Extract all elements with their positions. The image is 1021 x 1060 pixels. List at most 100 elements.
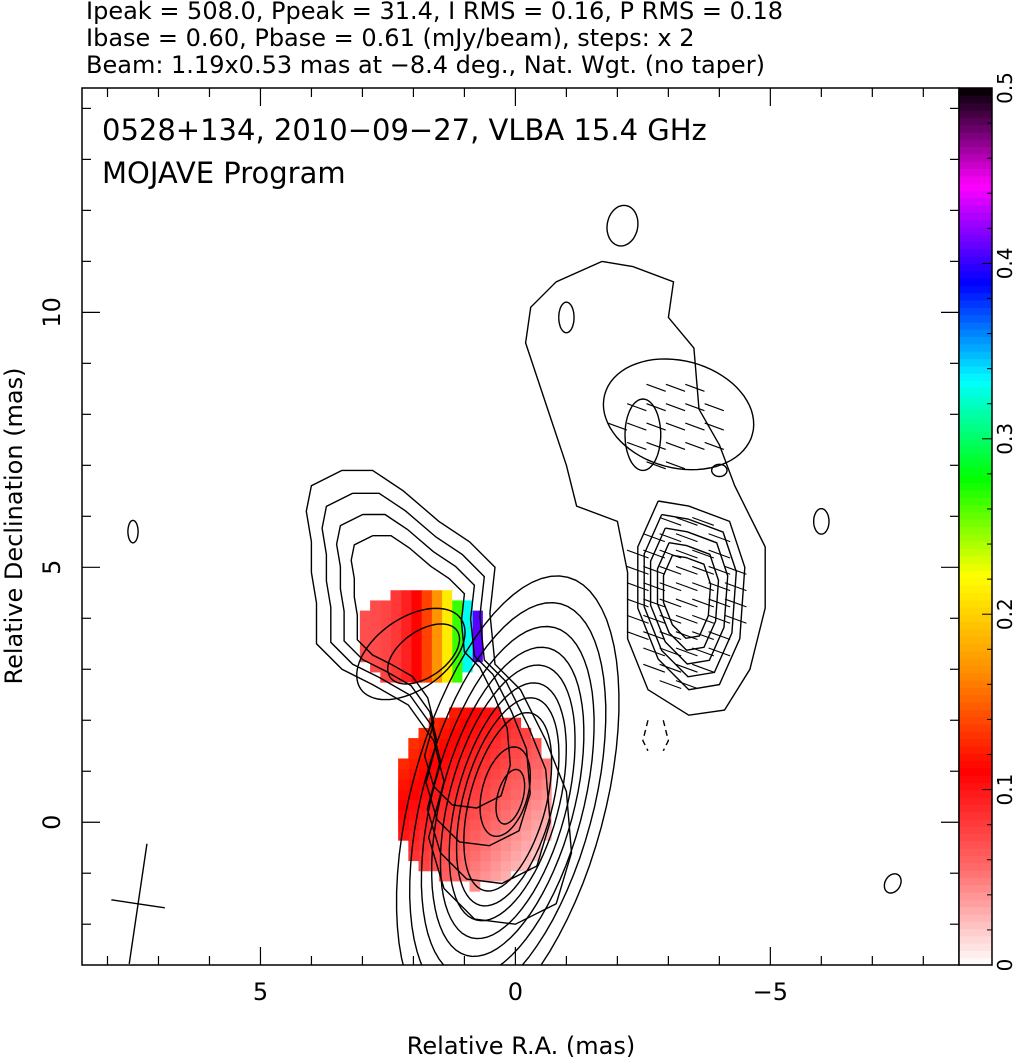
colorbar-swatch bbox=[959, 862, 992, 871]
colorbar-swatch bbox=[959, 891, 992, 900]
pol-pixel bbox=[421, 641, 432, 653]
pol-pixel bbox=[410, 661, 422, 673]
colorbar-swatch bbox=[959, 219, 992, 228]
pol-pixel bbox=[459, 758, 471, 770]
evpa-vector bbox=[659, 565, 682, 575]
evpa-vector bbox=[692, 582, 715, 592]
pol-pixel bbox=[380, 610, 392, 622]
evpa-vector bbox=[675, 582, 698, 592]
total-intensity-contours bbox=[127, 204, 902, 965]
y-tick-label-0: 0 bbox=[38, 815, 66, 830]
evpa-vector bbox=[643, 582, 666, 592]
pol-pixel bbox=[418, 768, 430, 780]
pol-pixel bbox=[489, 829, 501, 841]
colorbar-swatch bbox=[959, 840, 992, 849]
pol-pixel bbox=[510, 789, 522, 800]
colorbar-swatch bbox=[959, 555, 992, 564]
evpa-vector bbox=[675, 631, 698, 641]
small-contour bbox=[127, 519, 139, 544]
pol-pixel bbox=[472, 641, 483, 653]
colorbar-swatch bbox=[959, 511, 992, 520]
evpa-vector bbox=[675, 516, 698, 526]
core-contour bbox=[395, 575, 620, 965]
pol-pixel bbox=[428, 819, 440, 831]
pol-pixel bbox=[530, 829, 542, 841]
colorbar-swatch bbox=[959, 234, 992, 243]
pol-pixel bbox=[520, 799, 532, 811]
colorbar-swatch bbox=[959, 212, 992, 221]
pol-pixel bbox=[520, 850, 532, 862]
pol-pixel bbox=[540, 819, 552, 831]
pol-pixel bbox=[520, 789, 532, 800]
pol-pixel bbox=[469, 880, 481, 892]
pol-pixel bbox=[428, 860, 440, 872]
evpa-vector bbox=[675, 680, 698, 690]
evpa-vector bbox=[692, 663, 715, 673]
pol-pixel bbox=[438, 860, 450, 872]
pol-pixel bbox=[380, 651, 392, 663]
colorbar-swatch bbox=[959, 665, 992, 674]
evpa-vector bbox=[675, 614, 698, 624]
colorbar-swatch bbox=[959, 431, 992, 440]
pol-pixel bbox=[461, 600, 473, 612]
pol-pixel bbox=[510, 727, 522, 739]
negative-contour bbox=[642, 720, 649, 752]
colorbar-swatch bbox=[959, 913, 992, 922]
core-contour bbox=[408, 601, 607, 965]
pol-pixel bbox=[500, 860, 511, 872]
pol-pixel bbox=[428, 768, 440, 780]
pol-pixel bbox=[469, 850, 481, 862]
x-tick-label-5: 5 bbox=[253, 978, 268, 1006]
colorbar-swatch bbox=[959, 796, 992, 805]
colorbar-swatch bbox=[959, 307, 992, 316]
pol-pixel bbox=[410, 600, 422, 612]
pol-pixel bbox=[489, 758, 501, 770]
pol-pixel bbox=[479, 758, 491, 770]
pol-pixel bbox=[428, 758, 440, 770]
colorbar-swatch bbox=[959, 672, 992, 681]
evpa-vector bbox=[685, 383, 705, 392]
pol-pixel bbox=[500, 778, 511, 790]
pol-pixel bbox=[469, 829, 481, 841]
evpa-vector bbox=[643, 663, 666, 673]
evpa-vector bbox=[692, 549, 715, 559]
pol-pixel bbox=[441, 610, 453, 622]
pol-pixel bbox=[469, 789, 481, 800]
pol-pixel bbox=[400, 631, 412, 642]
evpa-vector bbox=[708, 533, 731, 543]
colorbar-swatch bbox=[959, 804, 992, 813]
pol-pixel bbox=[438, 850, 450, 862]
evpa-vector bbox=[675, 647, 698, 657]
evpa-vector bbox=[643, 647, 666, 657]
pol-pixel bbox=[418, 748, 430, 760]
colorbar-label-0.5: 0.5 bbox=[993, 72, 1017, 104]
pol-pixel bbox=[540, 758, 552, 770]
colorbar-swatch bbox=[959, 292, 992, 301]
pol-pixel bbox=[441, 641, 453, 653]
evpa-vector bbox=[643, 614, 666, 624]
pol-pixel bbox=[510, 768, 522, 780]
pol-pixel bbox=[390, 651, 402, 663]
pol-pixel bbox=[489, 819, 501, 831]
core-inner-contour bbox=[479, 746, 531, 837]
pol-pixel bbox=[479, 829, 491, 841]
evpa-vector bbox=[692, 565, 715, 575]
pol-pixel bbox=[489, 748, 501, 760]
pol-pixel bbox=[530, 799, 542, 811]
pol-pixel bbox=[451, 641, 463, 653]
colorbar-swatch bbox=[959, 833, 992, 842]
colorbar-swatch bbox=[959, 774, 992, 783]
colorbar-swatch bbox=[959, 365, 992, 374]
pol-pixel bbox=[459, 799, 471, 811]
pol-pixel bbox=[520, 809, 532, 821]
axis-ticks bbox=[82, 88, 959, 965]
pol-pixel bbox=[380, 620, 392, 632]
evpa-vector bbox=[626, 441, 647, 450]
colorbar-swatch bbox=[959, 336, 992, 345]
jet-knot-contour bbox=[386, 623, 461, 685]
evpa-vector bbox=[665, 422, 686, 431]
pol-pixel bbox=[479, 789, 491, 800]
colorbar-swatch bbox=[959, 811, 992, 820]
pol-pixel bbox=[418, 799, 430, 811]
colorbar-swatch bbox=[959, 489, 992, 498]
